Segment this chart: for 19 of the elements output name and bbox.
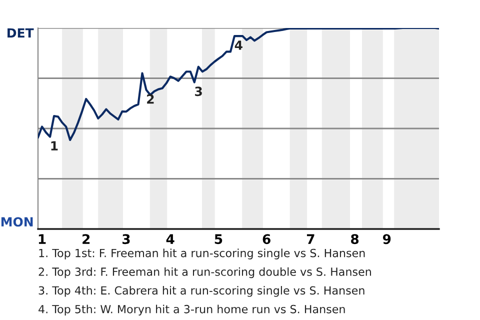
x-tick-label: 1	[38, 234, 46, 244]
text: 3. Top 4th: E. Cabrera hit a run-scoring single vs S. Hansen	[38, 286, 364, 297]
x-tick-label: 9	[382, 234, 391, 244]
x-tick-label: 6	[262, 234, 270, 244]
x-tick-label: 8	[351, 234, 359, 244]
text: 2. Top 3rd: F. Freeman hit a run-scoring double vs S. Hansen	[38, 267, 371, 278]
annotation: 4	[234, 40, 242, 50]
x-tick-label: 7	[306, 234, 314, 244]
x-tick-label: 4	[166, 234, 174, 244]
annotation: 2	[147, 94, 154, 104]
x-tick-label: 3	[122, 234, 130, 244]
annotation: 1	[51, 141, 58, 150]
annotation: 3	[195, 86, 202, 96]
text: 1. Top 1st: F. Freeman hit a run-scoring single vs S. Hansen	[39, 248, 365, 260]
x-tick-label: 2	[82, 234, 90, 244]
text: DET	[8, 28, 34, 38]
x-tick-label: 5	[214, 234, 222, 244]
text: 4. Top 5th: W. Moryn hit a 3-run home run vs S. Hansen	[38, 304, 345, 316]
text: MON	[1, 217, 33, 227]
